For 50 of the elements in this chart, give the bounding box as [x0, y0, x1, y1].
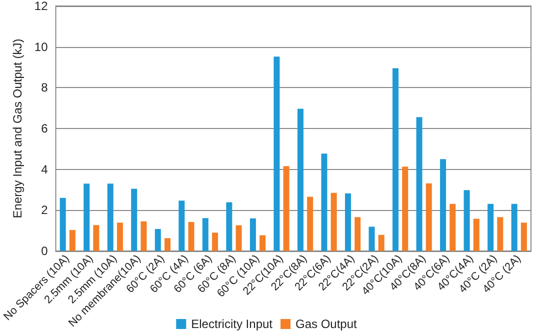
bar [140, 221, 147, 251]
legend-label: Electricity Input [191, 317, 274, 331]
bar [450, 204, 456, 251]
bar [330, 192, 337, 251]
bar [368, 226, 375, 251]
bar [497, 217, 504, 251]
bar [178, 200, 185, 251]
bar [93, 225, 100, 251]
y-tick-label: 8 [41, 80, 48, 95]
bar [473, 218, 480, 251]
bar [511, 204, 518, 251]
bar [321, 154, 328, 251]
bar [488, 204, 494, 251]
y-tick-label: 6 [41, 122, 48, 136]
bar [250, 218, 256, 251]
bar [416, 117, 422, 251]
bar [131, 188, 138, 251]
y-tick-label: 10 [34, 40, 48, 54]
bar [464, 190, 470, 251]
bar [520, 222, 527, 251]
bar [226, 202, 232, 251]
bar [188, 222, 194, 251]
bar [274, 56, 280, 251]
bar [69, 230, 76, 251]
y-tick-label: 0 [41, 244, 48, 258]
bar [107, 184, 114, 251]
bar [297, 108, 304, 251]
bar [402, 166, 408, 251]
y-tick-label: 2 [41, 203, 48, 218]
bar [344, 193, 351, 251]
bar [84, 184, 90, 251]
bar [378, 234, 384, 251]
bar [154, 228, 161, 251]
bar [307, 196, 314, 251]
legend-label: Gas Output [296, 317, 358, 331]
y-axis-title: Energy Input and Gas Output (kJ) [10, 38, 25, 218]
bar [212, 232, 218, 251]
bar [164, 238, 170, 251]
bar [440, 159, 446, 251]
bar [426, 183, 432, 251]
y-tick-label: 12 [34, 0, 48, 13]
bar [202, 218, 208, 251]
bar [354, 217, 361, 251]
bar [392, 68, 399, 251]
bar [60, 198, 66, 251]
bar [260, 235, 266, 251]
y-tick-label: 4 [41, 162, 48, 176]
bar [236, 225, 242, 251]
bar [116, 222, 123, 251]
bar [283, 166, 290, 251]
